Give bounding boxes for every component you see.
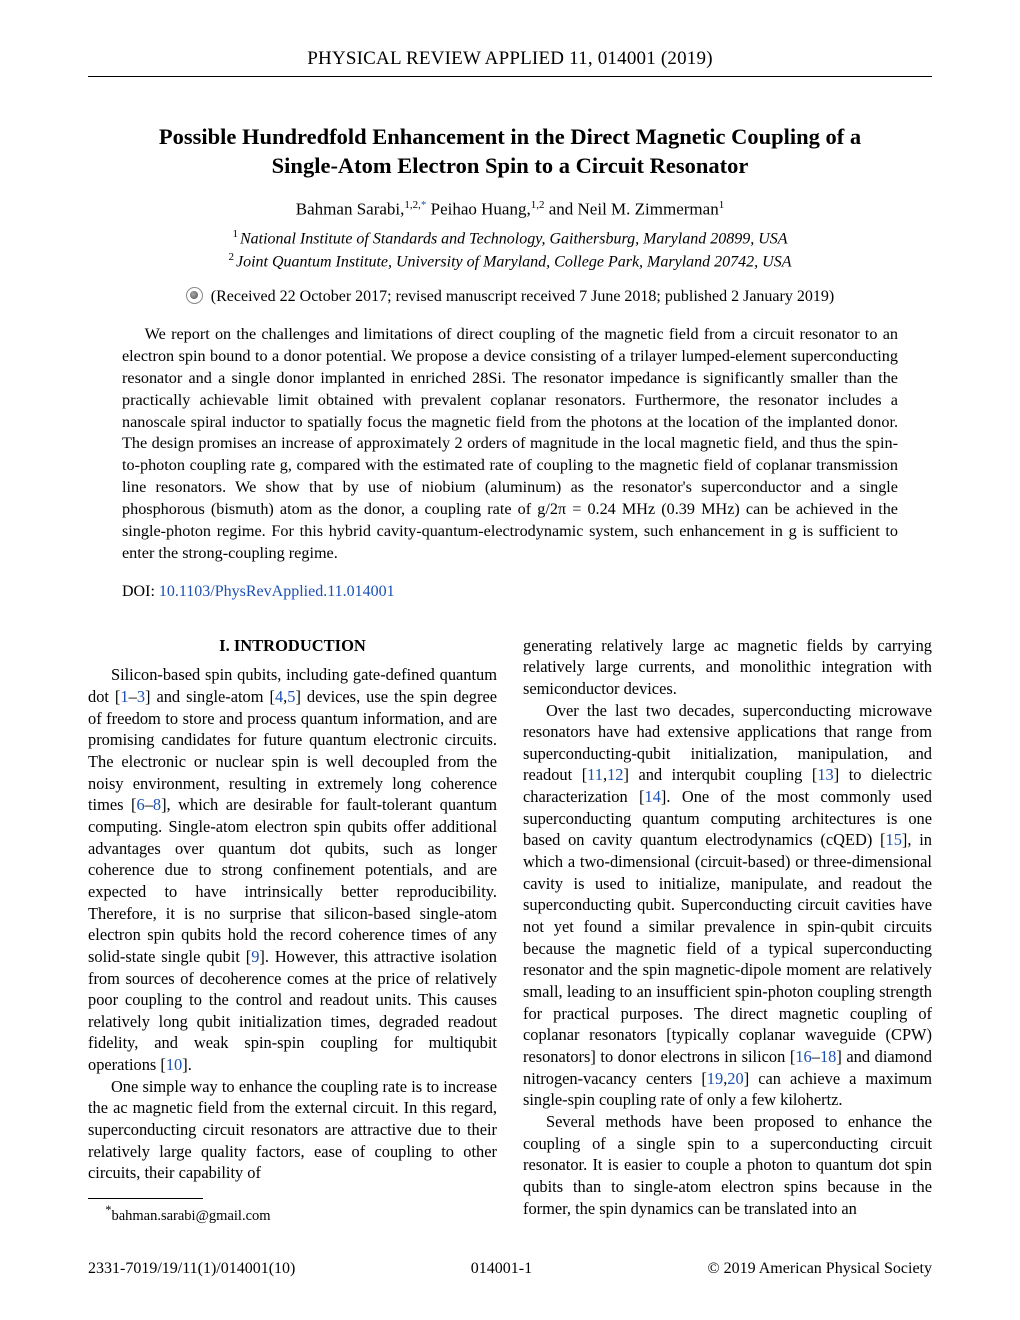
author-line: Bahman Sarabi,1,2,* Peihao Huang,1,2 and… (88, 199, 932, 220)
cite-8[interactable]: 8 (153, 795, 161, 814)
footer-center: 014001-1 (471, 1260, 532, 1278)
footnote-email: bahman.sarabi@gmail.com (111, 1208, 270, 1224)
cite-10[interactable]: 10 (166, 1055, 182, 1074)
affil-1-text: National Institute of Standards and Tech… (240, 231, 788, 248)
cite-11[interactable]: 11 (587, 765, 603, 784)
paragraph-5: Several methods have been proposed to en… (523, 1111, 932, 1219)
doi-line: DOI: 10.1103/PhysRevApplied.11.014001 (122, 583, 898, 601)
author-1: Bahman Sarabi, (296, 199, 405, 218)
featured-icon (186, 287, 203, 304)
doi-link[interactable]: 10.1103/PhysRevApplied.11.014001 (159, 583, 395, 600)
abstract: We report on the challenges and limitati… (122, 324, 898, 564)
author-3-affil: 1 (719, 199, 725, 211)
affil-1-sup: 1 (232, 228, 240, 240)
paragraph-2: One simple way to enhance the coupling r… (88, 1076, 497, 1184)
paragraph-4: Over the last two decades, superconducti… (523, 700, 932, 1111)
cite-12[interactable]: 12 (607, 765, 623, 784)
footnote-rule (88, 1198, 203, 1199)
affiliation-2: 2Joint Quantum Institute, University of … (88, 250, 932, 273)
page-footer: 2331-7019/19/11(1)/014001(10) 014001-1 ©… (88, 1260, 932, 1278)
affil-2-sup: 2 (229, 251, 237, 263)
cite-15[interactable]: 15 (886, 830, 902, 849)
footer-left: 2331-7019/19/11(1)/014001(10) (88, 1260, 295, 1278)
doi-label: DOI: (122, 583, 159, 600)
running-head: PHYSICAL REVIEW APPLIED 11, 014001 (2019… (88, 48, 932, 77)
author-3: and Neil M. Zimmerman (549, 199, 719, 218)
affil-2-text: Joint Quantum Institute, University of M… (236, 254, 791, 271)
cite-16[interactable]: 16 (795, 1047, 811, 1066)
history-text: (Received 22 October 2017; revised manus… (211, 288, 834, 305)
cite-13[interactable]: 13 (817, 765, 833, 784)
paragraph-1: Silicon-based spin qubits, including gat… (88, 664, 497, 1075)
title-line-2: Single-Atom Electron Spin to a Circuit R… (272, 153, 749, 178)
title-line-1: Possible Hundredfold Enhancement in the … (159, 124, 861, 149)
body-columns: I. INTRODUCTION Silicon-based spin qubit… (88, 635, 932, 1226)
article-title: Possible Hundredfold Enhancement in the … (143, 123, 877, 181)
cite-20[interactable]: 20 (727, 1069, 743, 1088)
affiliation-1: 1National Institute of Standards and Tec… (88, 227, 932, 250)
cite-3[interactable]: 3 (137, 687, 145, 706)
corresponding-footnote: *bahman.sarabi@gmail.com (88, 1203, 497, 1226)
cite-18[interactable]: 18 (820, 1047, 836, 1066)
history-line: (Received 22 October 2017; revised manus… (88, 287, 932, 306)
cite-6[interactable]: 6 (136, 795, 144, 814)
footer-right: © 2019 American Physical Society (707, 1260, 932, 1278)
page: PHYSICAL REVIEW APPLIED 11, 014001 (2019… (0, 0, 1020, 1320)
author-1-note-link[interactable]: * (421, 199, 427, 211)
affiliations: 1National Institute of Standards and Tec… (88, 227, 932, 273)
author-2: Peihao Huang, (431, 199, 531, 218)
cite-1[interactable]: 1 (120, 687, 128, 706)
cite-4[interactable]: 4 (275, 687, 283, 706)
author-1-affil: 1,2, (404, 199, 421, 211)
cite-14[interactable]: 14 (645, 787, 661, 806)
paragraph-3: generating relatively large ac magnetic … (523, 635, 932, 700)
author-2-affil: 1,2 (531, 199, 545, 211)
cite-19[interactable]: 19 (707, 1069, 723, 1088)
section-heading: I. INTRODUCTION (88, 635, 497, 657)
